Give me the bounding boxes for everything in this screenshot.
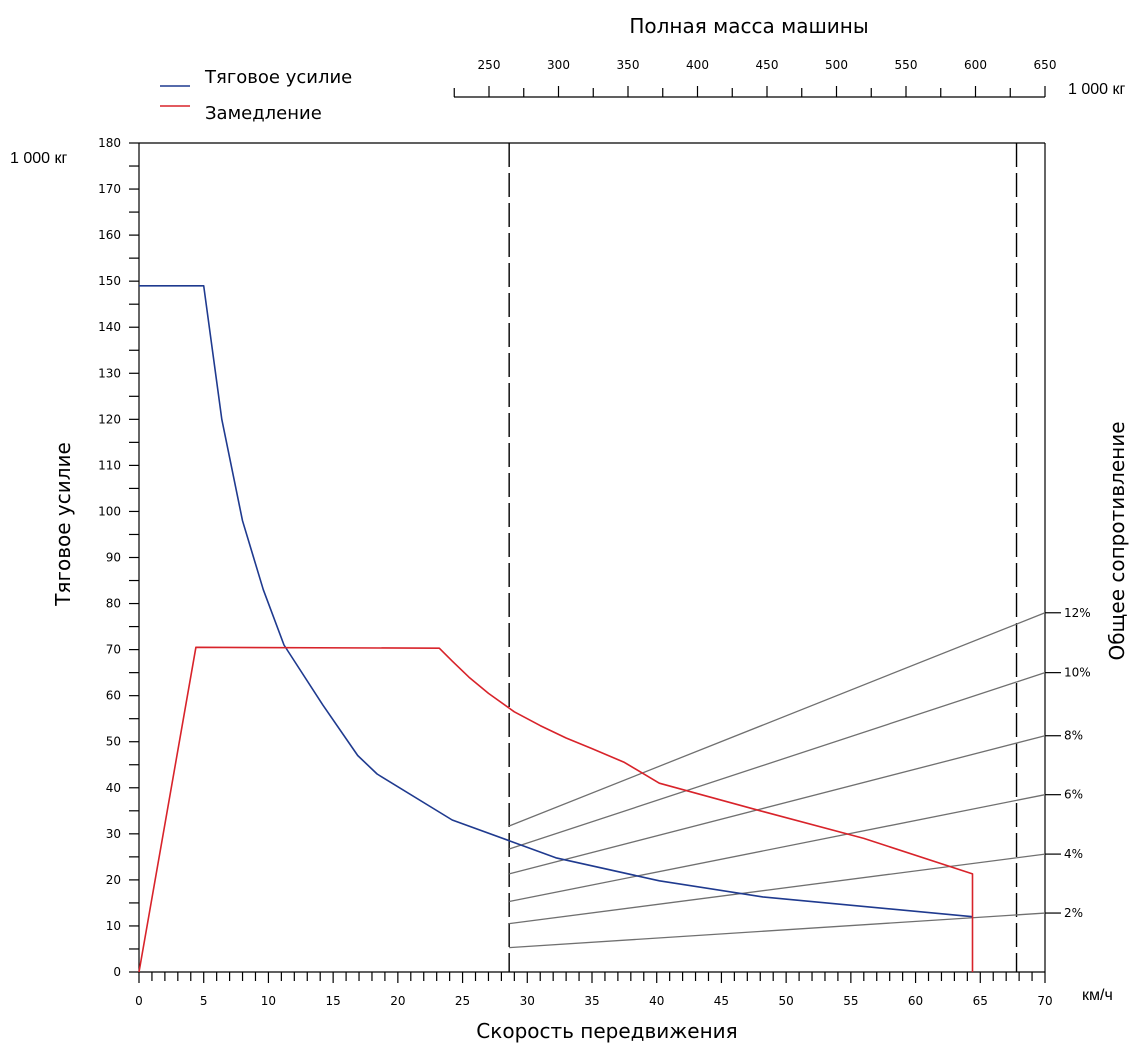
y-axis-ticks: 0 10 20 30 40 50 60 70 80 90 100 110 120 130 140 150 160… [98,136,139,979]
x-tick-label: 10 [261,994,276,1008]
x-tick-label: 55 [843,994,858,1008]
x-tick-label: 60 [908,994,923,1008]
y-tick-label: 40 [106,781,121,795]
x-tick-label: 40 [649,994,664,1008]
legend-retarding-label: Замедление [205,103,322,124]
y-tick-label: 110 [98,458,121,472]
y-tick-label: 60 [106,689,121,703]
y-tick-label: 140 [98,320,121,334]
resistance-line [509,853,1046,925]
y-axis-title: Тяговое усилие [51,442,75,607]
x-axis-unit: км/ч [1082,987,1113,1004]
x-tick-label: 15 [326,994,341,1008]
y-tick-label: 0 [113,965,121,979]
x-tick-label: 0 [135,994,143,1008]
resistance-label: 8% [1064,729,1083,743]
resistance-line [509,912,1046,949]
top-tick-label: 250 [478,58,501,72]
y-tick-label: 90 [106,551,121,565]
dashed-lines [508,143,1018,972]
top-tick-label: 400 [686,58,709,72]
top-tick-label: 350 [617,58,640,72]
x-tick-label: 30 [520,994,535,1008]
top-axis-title: Полная масса машины [629,14,868,38]
y-tick-label: 80 [106,597,121,611]
retarding-line [138,646,974,973]
resistance-line [508,612,1046,827]
y-tick-label: 20 [106,873,121,887]
x-axis-ticks: 0 5 10 15 20 25 30 35 40 45 50 55 60 65 70 [135,972,1053,1008]
top-tick-label: 650 [1034,58,1057,72]
y-tick-label: 150 [98,274,121,288]
legend-traction-label: Тяговое усилие [204,67,352,88]
y-tick-label: 50 [106,735,121,749]
x-tick-label: 5 [200,994,208,1008]
x-tick-label: 20 [390,994,405,1008]
y-tick-label: 10 [106,919,121,933]
y-tick-label: 160 [98,228,121,242]
top-axis-unit: 1 000 кг [1068,81,1125,98]
resistance-label: 6% [1064,788,1083,802]
y-tick-label: 130 [98,366,121,380]
x-tick-label: 65 [973,994,988,1008]
resistance-line [508,672,1046,850]
y-tick-label: 170 [98,182,121,196]
series-lines [138,284,974,973]
y-tick-label: 180 [98,136,121,150]
top-axis-ticks: 250 300 350 400 450 500 550 600 650 [453,58,1057,97]
x-tick-label: 35 [584,994,599,1008]
resistance-label: 12% [1064,606,1091,620]
y-tick-label: 70 [106,643,121,657]
top-tick-label: 300 [547,58,570,72]
traction-line [139,284,973,918]
y-tick-label: 30 [106,827,121,841]
resistance-label: 4% [1064,847,1083,861]
resistance-lines: 2% 4% 6% 8% 10% 12% [508,606,1091,949]
x-tick-label: 45 [714,994,729,1008]
y-tick-label: 120 [98,412,121,426]
top-tick-label: 450 [756,58,779,72]
resistance-label: 2% [1064,906,1083,920]
top-tick-label: 500 [825,58,848,72]
right-axis-title: Общее сопротивление [1105,421,1129,660]
resistance-label: 10% [1064,666,1091,680]
top-tick-label: 550 [895,58,918,72]
x-tick-label: 50 [779,994,794,1008]
x-axis-title: Скорость передвижения [476,1019,737,1043]
resistance-line [509,735,1046,875]
x-tick-label: 70 [1037,994,1052,1008]
top-tick-label: 600 [964,58,987,72]
left-axis-unit: 1 000 кг [10,150,67,167]
resistance-line [509,794,1046,903]
y-tick-label: 100 [98,504,121,518]
x-tick-label: 25 [455,994,470,1008]
